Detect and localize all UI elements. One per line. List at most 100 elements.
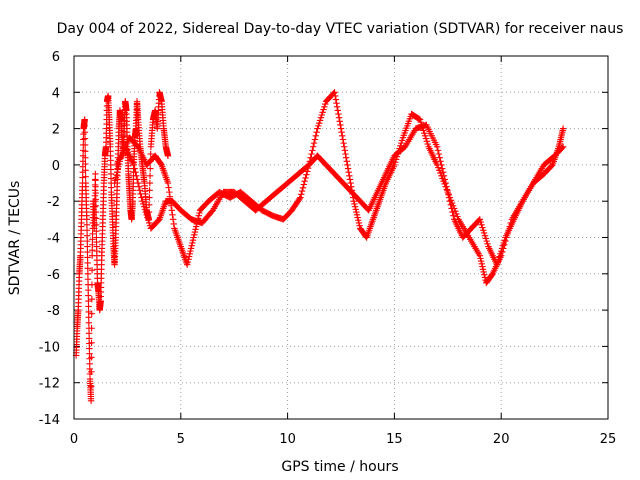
data-point-track-a bbox=[186, 250, 193, 258]
data-point-track-a bbox=[335, 110, 342, 118]
data-point-track-b bbox=[435, 150, 443, 158]
data-point-track-a bbox=[351, 203, 359, 210]
data-point-scatter-early bbox=[146, 187, 153, 194]
data-point-track-a bbox=[421, 129, 428, 137]
data-point-track-b bbox=[436, 154, 443, 161]
data-point-track-a bbox=[312, 132, 319, 140]
y-tick-label: -4 bbox=[47, 232, 60, 247]
data-point-track-a bbox=[350, 198, 358, 205]
data-point-track-a bbox=[298, 191, 305, 198]
data-point-track-a bbox=[319, 109, 326, 116]
y-tick-label: 0 bbox=[52, 159, 60, 174]
data-point-track-a bbox=[345, 168, 352, 176]
data-point-scatter-early bbox=[85, 297, 92, 305]
data-point-track-b bbox=[479, 224, 486, 231]
data-point-track-a bbox=[192, 226, 199, 233]
data-point-scatter-early bbox=[88, 354, 95, 361]
data-point-track-a bbox=[168, 207, 176, 214]
data-point-track-a bbox=[342, 150, 349, 158]
data-point-track-a bbox=[185, 256, 192, 263]
x-axis-label: GPS time / hours bbox=[281, 459, 398, 475]
x-tick-label: 25 bbox=[600, 432, 617, 447]
data-point-scatter-early bbox=[84, 243, 91, 250]
data-point-track-a bbox=[302, 174, 309, 182]
data-point-track-a bbox=[424, 140, 431, 148]
data-point-track-a bbox=[341, 147, 349, 154]
data-point-scatter-early bbox=[81, 116, 88, 123]
data-point-track-a bbox=[185, 253, 193, 260]
data-point-scatter-early bbox=[82, 148, 89, 155]
data-point-scatter-early bbox=[85, 292, 92, 299]
data-point-scatter-early bbox=[84, 259, 91, 267]
data-point-scatter-early bbox=[88, 266, 96, 274]
data-point-track-b bbox=[500, 239, 507, 247]
data-point-track-a bbox=[338, 129, 345, 136]
y-tick-label: -12 bbox=[39, 377, 60, 392]
data-point-track-a bbox=[452, 207, 459, 215]
data-point-track-a bbox=[321, 103, 328, 111]
data-point-scatter-early bbox=[87, 383, 95, 390]
data-point-track-b bbox=[442, 179, 449, 187]
y-tick-label: -10 bbox=[39, 340, 60, 355]
data-point-track-a bbox=[344, 161, 351, 169]
data-point-track-a bbox=[296, 195, 303, 203]
data-point-scatter-early bbox=[82, 167, 89, 174]
x-tick-label: 10 bbox=[279, 432, 296, 447]
data-point-scatter-early bbox=[87, 397, 95, 405]
data-point-scatter-early bbox=[84, 254, 91, 261]
data-point-track-a bbox=[476, 252, 484, 259]
data-point-track-a bbox=[189, 239, 196, 247]
data-point-track-b bbox=[498, 245, 506, 252]
data-point-track-a bbox=[340, 139, 347, 147]
y-tick-label: -6 bbox=[47, 268, 60, 283]
data-point-scatter-early bbox=[92, 202, 100, 209]
data-point-track-a bbox=[454, 213, 461, 220]
data-point-track-a bbox=[421, 132, 429, 140]
data-point-track-a bbox=[342, 154, 350, 161]
data-point-scatter-early bbox=[88, 368, 95, 376]
data-point-track-a bbox=[481, 271, 488, 278]
data-point-track-b bbox=[438, 161, 445, 169]
data-point-track-a bbox=[169, 211, 176, 219]
data-point-track-b bbox=[439, 168, 447, 176]
data-point-track-a bbox=[187, 247, 194, 255]
data-point-track-a bbox=[334, 107, 341, 114]
data-point-track-b bbox=[449, 208, 456, 216]
data-point-track-b bbox=[448, 205, 455, 212]
data-point-track-b bbox=[440, 172, 448, 179]
data-point-track-a bbox=[480, 268, 487, 276]
data-point-scatter-early bbox=[81, 135, 89, 142]
data-point-track-b bbox=[559, 144, 566, 151]
data-point-track-a bbox=[339, 136, 347, 143]
data-point-track-a bbox=[196, 209, 203, 217]
data-point-track-b bbox=[439, 165, 446, 172]
data-point-track-a bbox=[300, 181, 308, 188]
data-point-track-a bbox=[299, 184, 307, 191]
data-point-track-b bbox=[484, 240, 491, 248]
data-point-track-b bbox=[138, 194, 145, 201]
data-point-track-a bbox=[337, 125, 345, 132]
data-point-scatter-early bbox=[84, 265, 91, 272]
data-point-track-b bbox=[498, 247, 505, 255]
data-point-track-a bbox=[333, 103, 341, 111]
data-point-track-b bbox=[450, 212, 457, 219]
data-point-track-a bbox=[191, 231, 198, 238]
data-point-scatter-early bbox=[85, 319, 93, 327]
data-point-track-a bbox=[298, 187, 306, 195]
data-point-track-a bbox=[191, 228, 199, 236]
data-point-track-b bbox=[136, 187, 143, 194]
data-point-track-a bbox=[187, 245, 195, 252]
data-point-track-a bbox=[314, 125, 321, 132]
data-point-track-b bbox=[139, 198, 146, 205]
data-point-scatter-early bbox=[145, 201, 153, 209]
x-tick-label: 5 bbox=[177, 432, 185, 447]
data-point-track-b bbox=[496, 253, 503, 260]
data-point-track-b bbox=[501, 237, 508, 244]
data-point-track-a bbox=[310, 143, 317, 150]
data-point-scatter-early bbox=[83, 216, 91, 223]
data-point-track-b bbox=[497, 250, 504, 258]
axis-ticks: 0 5 10 15 20 25 -14 -12 -10 -8 -6 -4 -2 0 2 4 6 bbox=[39, 50, 617, 447]
x-tick-label: 0 bbox=[70, 432, 78, 447]
data-points bbox=[72, 89, 567, 405]
